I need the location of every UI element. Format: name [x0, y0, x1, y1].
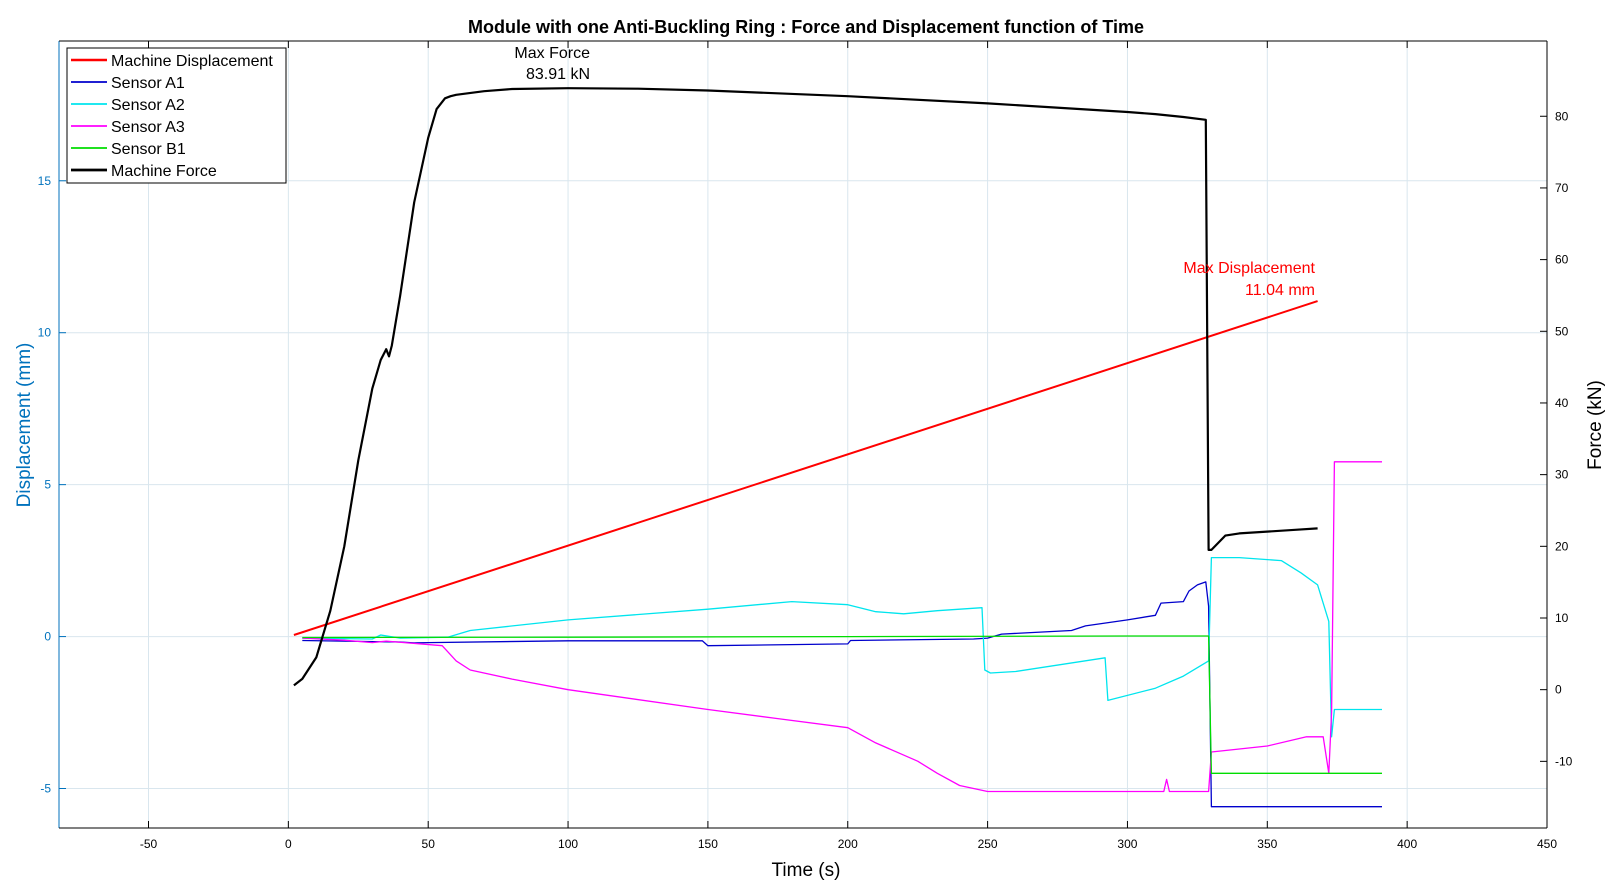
- series-line-sensor-b1: [302, 635, 1382, 774]
- series-line-sensor-a2: [302, 556, 1382, 738]
- legend-item-machine-displacement: Machine Displacement: [71, 53, 273, 70]
- y-right-tick-label: 70: [1555, 181, 1569, 195]
- legend-label: Machine Displacement: [111, 53, 273, 70]
- axes: [58, 40, 1548, 829]
- y-right-tick-label: 30: [1555, 468, 1569, 482]
- y-left-tick-label: 5: [44, 478, 51, 492]
- legend-box: [66, 47, 287, 184]
- y-right-tick-label: 40: [1555, 396, 1569, 410]
- x-tick-label: 400: [1397, 837, 1417, 851]
- max-force-value: 83.91 kN: [526, 66, 590, 83]
- max-displacement-annotation: Max Displacement 11.04 mm: [1183, 260, 1315, 299]
- x-tick-label: 300: [1117, 837, 1137, 851]
- y-right-tick-label: 0: [1555, 683, 1562, 697]
- x-tick-label: 50: [422, 837, 436, 851]
- y-axis-right-label: Force (kN): [1585, 380, 1606, 470]
- legend-item-sensor-a2: Sensor A2: [71, 97, 185, 114]
- max-displacement-value: 11.04 mm: [1245, 282, 1315, 299]
- y-left-tick-label: 0: [44, 630, 51, 644]
- x-axis-label: Time (s): [772, 860, 841, 881]
- legend-item-sensor-a1: Sensor A1: [71, 75, 185, 92]
- max-force-label: Max Force: [514, 45, 590, 62]
- series-line-sensor-a3: [302, 461, 1382, 793]
- x-tick-label: 350: [1257, 837, 1277, 851]
- chart-title: Module with one Anti-Buckling Ring : For…: [468, 17, 1144, 37]
- series-line-sensor-a1: [302, 581, 1382, 808]
- max-displacement-label: Max Displacement: [1183, 260, 1315, 277]
- legend-label: Sensor A1: [111, 75, 185, 92]
- x-tick-label: 150: [698, 837, 718, 851]
- y-right-tick-label: 10: [1555, 611, 1569, 625]
- y-right-tick-label: 80: [1555, 109, 1569, 123]
- legend-item-sensor-a3: Sensor A3: [71, 119, 185, 136]
- y-right-tick-label: 60: [1555, 253, 1569, 267]
- y-right-tick-label: 20: [1555, 539, 1569, 553]
- y-axis-left-label: Displacement (mm): [14, 343, 35, 508]
- x-tick-label: 100: [558, 837, 578, 851]
- x-tick-label: -50: [140, 837, 158, 851]
- legend-item-sensor-b1: Sensor B1: [71, 141, 186, 158]
- legend-label: Sensor A3: [111, 119, 185, 136]
- x-tick-label: 450: [1537, 837, 1557, 851]
- series-lines: [293, 87, 1382, 808]
- y-left-tick-label: -5: [40, 781, 51, 795]
- tick-labels: -50 0 50 100 150 200 250 300 350 400 450-5051015-1…: [38, 109, 1573, 851]
- legend-label: Machine Force: [111, 163, 217, 180]
- legend-item-machine-force: Machine Force: [71, 163, 217, 180]
- legend-label: Sensor B1: [111, 141, 186, 158]
- max-force-annotation: Max Force 83.91 kN: [514, 45, 590, 83]
- series-line-machine-force: [293, 87, 1318, 687]
- y-left-tick-label: 15: [38, 174, 52, 188]
- x-tick-label: 200: [838, 837, 858, 851]
- y-left-tick-label: 10: [38, 326, 52, 340]
- series-line-machine-displacement: [293, 300, 1318, 636]
- y-right-tick-label: -10: [1555, 754, 1573, 768]
- legend-label: Sensor A2: [111, 97, 185, 114]
- x-tick-label: 0: [285, 837, 292, 851]
- legend: Machine Displacement Sensor A1 Sensor A2 Se…: [66, 47, 287, 184]
- y-right-tick-label: 50: [1555, 324, 1569, 338]
- x-tick-label: 250: [978, 837, 998, 851]
